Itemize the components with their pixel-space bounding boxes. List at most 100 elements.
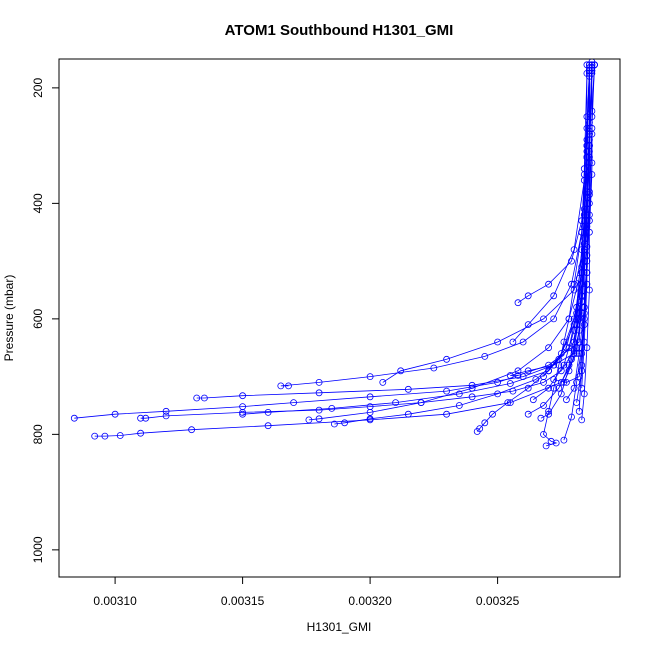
data-point (116, 432, 124, 439)
data-point (570, 286, 578, 294)
data-point (239, 410, 247, 418)
y-tick-label: 600 (31, 309, 45, 329)
data-point (560, 378, 568, 386)
data-point (514, 372, 522, 379)
data-point (570, 384, 578, 392)
data-point (583, 223, 591, 230)
data-point (570, 315, 578, 323)
data-point (328, 404, 336, 412)
data-point (315, 389, 323, 397)
data-point (550, 376, 558, 383)
data-point (506, 380, 514, 387)
data-point (137, 429, 145, 437)
y-tick-label: 1000 (31, 536, 45, 563)
data-point (557, 367, 565, 375)
data-point (565, 367, 573, 375)
x-tick-label: 0.00310 (93, 594, 137, 608)
data-point (573, 321, 580, 329)
series-line (566, 64, 595, 400)
data-point (481, 419, 489, 427)
data-point (545, 344, 552, 352)
data-point (70, 414, 78, 422)
data-point (542, 442, 550, 450)
data-point (580, 176, 588, 184)
data-point (524, 321, 532, 329)
data-point (506, 372, 514, 379)
data-point (586, 153, 593, 161)
data-point (557, 390, 565, 398)
data-point (524, 384, 532, 392)
series-line (533, 73, 590, 401)
data-point (540, 373, 547, 381)
data-point (550, 315, 558, 323)
data-point (494, 338, 502, 346)
data-point (366, 373, 374, 381)
data-point (142, 414, 150, 422)
data-point (509, 338, 517, 346)
data-point (573, 378, 580, 386)
data-point (580, 338, 588, 346)
data-point (277, 382, 285, 390)
data-point (580, 263, 588, 271)
data-point (537, 414, 545, 422)
data-point (547, 437, 555, 445)
data-point (330, 420, 338, 428)
x-tick-label: 0.00315 (221, 594, 265, 608)
data-point (404, 410, 412, 418)
data-point (489, 410, 496, 418)
data-point (545, 367, 552, 375)
data-point (366, 415, 374, 423)
data-point (586, 70, 593, 77)
data-point (392, 399, 400, 407)
data-point (111, 410, 119, 418)
data-point (560, 436, 568, 444)
data-point (568, 413, 575, 421)
y-tick-label: 800 (31, 424, 45, 444)
data-point (552, 439, 560, 447)
data-point (443, 355, 451, 363)
data-point (504, 399, 512, 407)
data-point (563, 378, 570, 386)
data-point (578, 361, 586, 369)
x-axis: 0.00310 0.00315 0.00320 0.00325 (93, 577, 520, 608)
data-point (519, 338, 527, 346)
data-point (315, 406, 323, 414)
data-point (545, 280, 552, 288)
data-point (264, 408, 272, 416)
data-point (563, 396, 570, 404)
data-point (481, 352, 489, 360)
x-axis-label: H1301_GMI (307, 620, 372, 634)
data-point (404, 385, 412, 393)
data-point (580, 165, 588, 173)
data-point (285, 382, 292, 390)
data-point (545, 384, 552, 392)
data-point (540, 402, 547, 409)
data-point (545, 410, 552, 418)
data-point (580, 390, 588, 398)
data-point (188, 426, 196, 434)
series-line (512, 76, 590, 343)
x-tick-label: 0.00325 (476, 594, 520, 608)
data-point (379, 378, 387, 386)
data-point (162, 412, 170, 420)
data-point (578, 309, 586, 317)
data-point (550, 361, 558, 369)
data-point (455, 390, 463, 398)
data-point (417, 399, 425, 407)
data-point (305, 416, 313, 424)
data-point (200, 394, 208, 402)
data-point (575, 407, 583, 415)
data-point (193, 394, 201, 402)
data-point (586, 188, 593, 196)
data-point (524, 410, 532, 418)
data-point (91, 432, 99, 440)
data-point (290, 399, 298, 407)
data-point (588, 124, 596, 132)
data-point (578, 269, 586, 277)
data-point (568, 257, 575, 265)
data-point (583, 280, 591, 288)
data-point (588, 61, 596, 69)
y-axis-label: Pressure (mbar) (2, 275, 16, 362)
